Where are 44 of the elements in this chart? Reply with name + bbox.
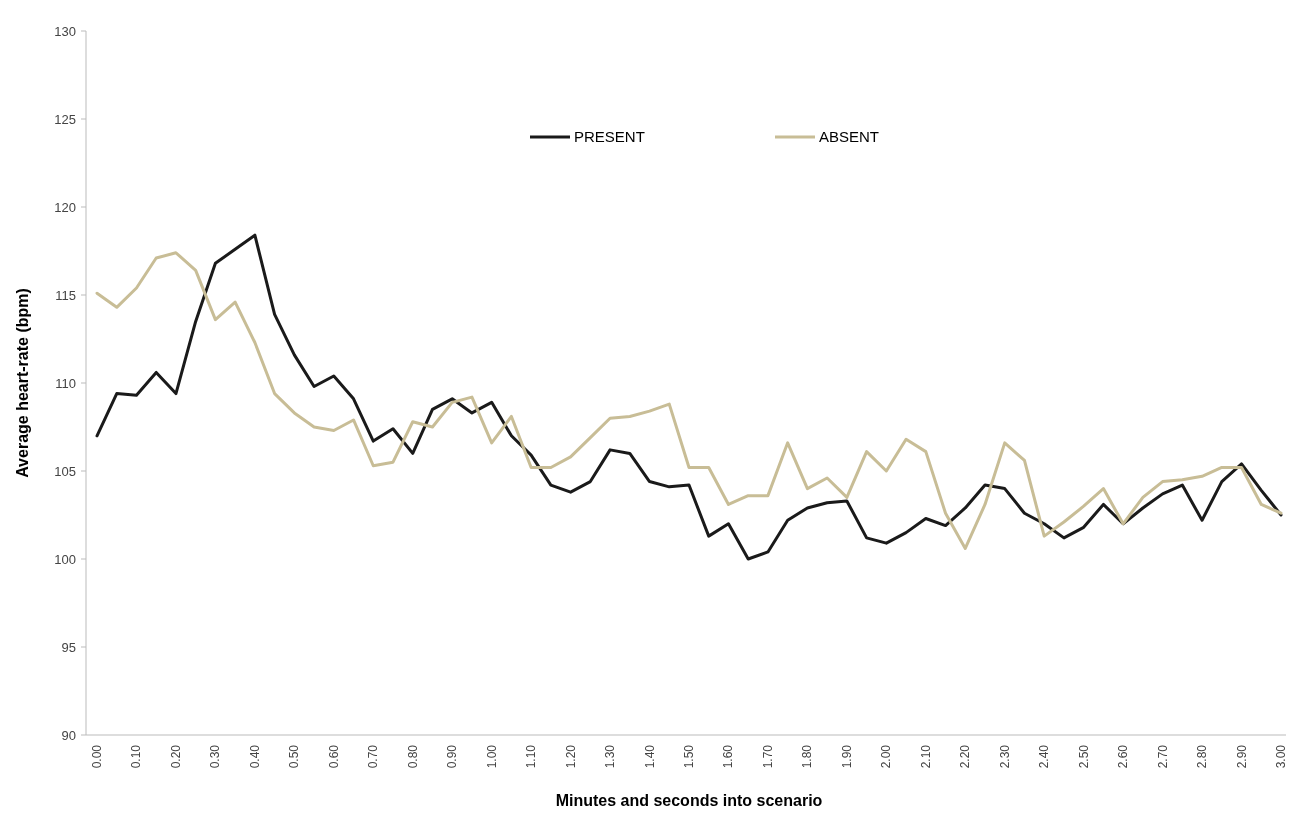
x-tick-label: 0.40 <box>247 744 262 769</box>
x-tick-label: 1.90 <box>839 744 854 769</box>
x-tick-label: 1.30 <box>603 744 618 769</box>
x-tick-label: 1.60 <box>721 744 736 769</box>
x-tick-label: 1.10 <box>524 744 539 769</box>
x-tick-label: 1.20 <box>563 744 578 769</box>
x-tick-label: 1.50 <box>682 744 696 769</box>
x-tick-label: 2.50 <box>1076 744 1091 769</box>
x-tick-label: 0.70 <box>366 744 381 769</box>
y-tick-label: 115 <box>55 287 76 303</box>
y-tick-label: 105 <box>54 463 76 479</box>
y-tick-label: 110 <box>55 375 76 391</box>
x-tick-label: 0.60 <box>326 744 341 769</box>
x-tick-label: 2.70 <box>1155 744 1170 769</box>
x-tick-label: 2.90 <box>1234 744 1249 769</box>
x-tick-label: 2.00 <box>879 744 894 769</box>
x-tick-label: 0.50 <box>287 744 302 769</box>
x-tick-label: 0.90 <box>445 744 460 769</box>
legend-label: ABSENT <box>819 128 880 146</box>
x-tick-label: 1.40 <box>642 744 657 769</box>
x-tick-label: 2.40 <box>1037 744 1052 769</box>
y-tick-label: 95 <box>61 639 76 655</box>
y-tick-label: 120 <box>54 199 76 215</box>
y-tick-label: 100 <box>54 551 76 567</box>
x-tick-label: 1.70 <box>760 744 775 769</box>
x-tick-label: 3.00 <box>1274 744 1288 769</box>
legend-label: PRESENT <box>574 128 645 146</box>
y-tick-label: 125 <box>54 111 76 127</box>
x-tick-label: 0.10 <box>129 744 144 769</box>
x-tick-label: 0.00 <box>90 744 104 769</box>
y-tick-label: 130 <box>54 23 76 39</box>
y-tick-label: 90 <box>61 727 76 743</box>
x-tick-label: 2.60 <box>1116 744 1131 769</box>
x-tick-label: 2.30 <box>997 744 1012 769</box>
x-tick-label: 2.10 <box>918 744 933 769</box>
x-tick-label: 0.30 <box>208 744 223 769</box>
x-tick-label: 0.80 <box>405 744 420 769</box>
x-tick-label: 1.00 <box>484 744 499 769</box>
x-tick-label: 1.80 <box>800 744 815 769</box>
y-axis-title: Average heart-rate (bpm) <box>14 288 31 478</box>
x-tick-label: 2.20 <box>958 744 973 769</box>
x-tick-label: 0.20 <box>168 744 183 769</box>
x-axis-title: Minutes and seconds into scenario <box>555 792 823 809</box>
x-tick-label: 2.80 <box>1195 744 1210 769</box>
